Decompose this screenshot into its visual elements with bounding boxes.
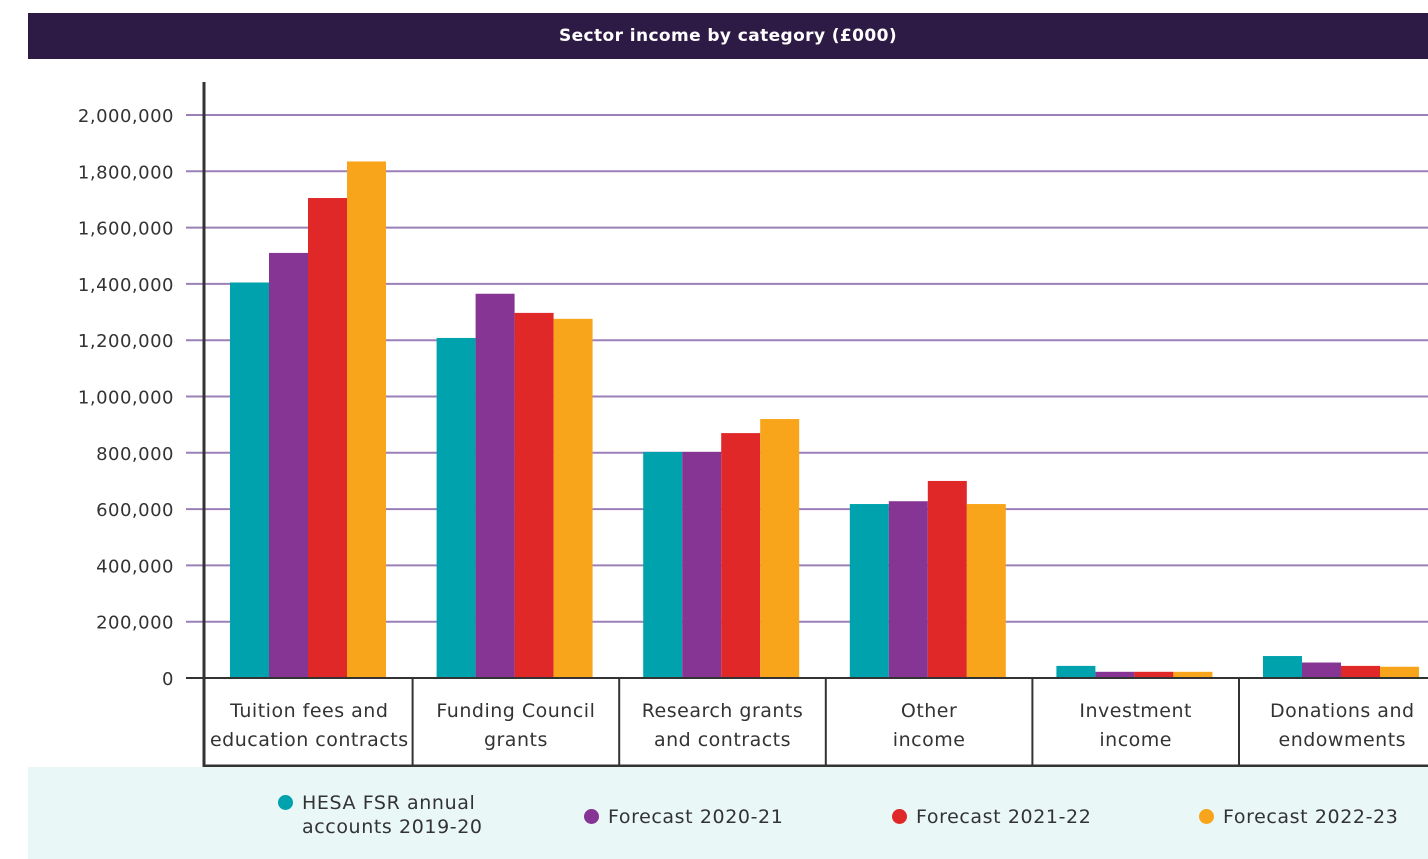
bar bbox=[966, 504, 1006, 678]
x-category-label: income bbox=[893, 729, 966, 751]
legend-item: Forecast 2021-22 bbox=[892, 805, 1091, 829]
bar bbox=[1056, 665, 1096, 678]
x-category-label: income bbox=[1099, 729, 1172, 751]
y-tick-label: 1,600,000 bbox=[78, 219, 174, 240]
legend-label: HESA FSR annual accounts 2019-20 bbox=[302, 792, 483, 838]
bars bbox=[230, 161, 1419, 679]
bar bbox=[1173, 671, 1213, 678]
bar-chart: 0 200,000 400,000 600,000 800,000 1,000,000 1,… bbox=[78, 82, 1428, 767]
legend-swatch bbox=[892, 809, 907, 824]
legend-swatch bbox=[584, 809, 599, 824]
bar bbox=[269, 252, 308, 678]
bar bbox=[475, 293, 515, 678]
x-category-label: Funding Council bbox=[436, 700, 595, 722]
x-category-label: Research grants bbox=[642, 700, 804, 722]
bar bbox=[643, 451, 683, 678]
y-tick-label: 1,400,000 bbox=[78, 275, 174, 296]
legend-item: Forecast 2020-21 bbox=[584, 805, 783, 829]
bar bbox=[1134, 671, 1174, 678]
bar bbox=[514, 312, 554, 678]
bar bbox=[308, 198, 347, 679]
legend-label: Forecast 2021-22 bbox=[916, 806, 1092, 828]
legend: HESA FSR annual accounts 2019-20 Forecast… bbox=[28, 767, 1428, 859]
bar bbox=[553, 318, 593, 678]
bar bbox=[1263, 656, 1302, 678]
x-category-label: and contracts bbox=[654, 729, 791, 751]
y-tick-label: 400,000 bbox=[96, 556, 174, 577]
x-category-label: grants bbox=[484, 729, 548, 751]
bar bbox=[347, 161, 386, 678]
y-tick-label: 2,000,000 bbox=[78, 106, 174, 127]
axis-labels: 0 200,000 400,000 600,000 800,000 1,000,000 1,… bbox=[78, 106, 1415, 751]
y-tick-label: 1,200,000 bbox=[78, 331, 174, 352]
legend-swatch bbox=[1199, 809, 1214, 824]
x-category-label: Investment bbox=[1079, 700, 1192, 722]
y-tick-label: 1,800,000 bbox=[78, 162, 174, 183]
bar bbox=[1095, 671, 1135, 678]
bar bbox=[760, 419, 800, 678]
legend-label: Forecast 2020-21 bbox=[608, 806, 784, 828]
bar bbox=[230, 282, 269, 678]
bar bbox=[721, 433, 761, 678]
legend-item: HESA FSR annual accounts 2019-20 bbox=[278, 791, 483, 839]
bar bbox=[682, 451, 722, 678]
bar bbox=[888, 501, 928, 678]
x-category-label: Tuition fees and bbox=[229, 700, 388, 722]
gridlines bbox=[186, 114, 1428, 679]
legend-label: Forecast 2022-23 bbox=[1223, 806, 1399, 828]
x-category-label: endowments bbox=[1279, 729, 1407, 751]
y-tick-label: 0 bbox=[162, 669, 174, 690]
y-tick-label: 200,000 bbox=[96, 613, 174, 634]
x-category-label: Donations and bbox=[1270, 700, 1415, 722]
bar bbox=[927, 480, 967, 678]
bar bbox=[1380, 666, 1419, 678]
x-category-label: education contracts bbox=[210, 729, 409, 751]
bar bbox=[1302, 662, 1341, 678]
y-tick-label: 1,000,000 bbox=[78, 388, 174, 409]
bar bbox=[849, 504, 889, 678]
y-tick-label: 800,000 bbox=[96, 444, 174, 465]
bar bbox=[1341, 665, 1380, 678]
y-tick-label: 600,000 bbox=[96, 500, 174, 521]
legend-swatch bbox=[278, 795, 293, 810]
bar bbox=[436, 337, 476, 678]
axes bbox=[202, 82, 1428, 767]
legend-item: Forecast 2022-23 bbox=[1199, 805, 1398, 829]
chart-title: Sector income by category (£000) bbox=[28, 13, 1428, 59]
x-category-label: Other bbox=[901, 700, 957, 722]
